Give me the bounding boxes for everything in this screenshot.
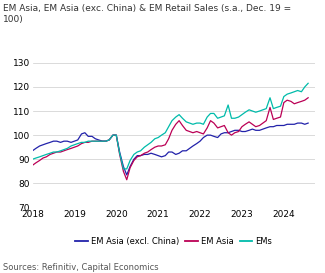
Text: Sources: Refinitiv, Capital Economics: Sources: Refinitiv, Capital Economics [3,263,159,272]
Legend: EM Asia (excl. China), EM Asia, EMs: EM Asia (excl. China), EM Asia, EMs [72,234,276,250]
Text: EM Asia, EM Asia (exc. China) & EM Retail Sales (s.a., Dec. 19 =
100): EM Asia, EM Asia (exc. China) & EM Retai… [3,4,292,24]
